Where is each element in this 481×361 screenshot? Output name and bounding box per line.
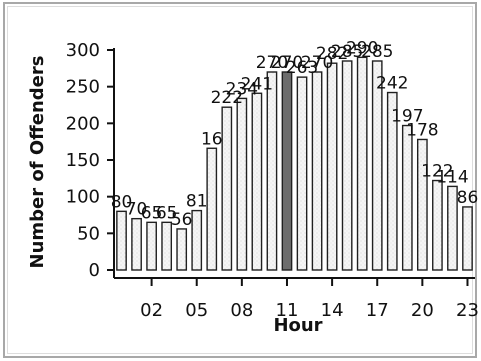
bar — [116, 210, 127, 271]
y-tick-label: 50 — [77, 223, 100, 244]
y-tick-label: 200 — [66, 113, 100, 134]
bars — [116, 56, 473, 271]
y-tick-label: 0 — [89, 260, 100, 281]
bar — [296, 76, 308, 271]
bar-value-label: 263 — [286, 58, 318, 78]
bar — [131, 217, 142, 271]
x-axis-ticks: 02 05 08 11 14 17 20 23 — [140, 278, 479, 321]
bar-value-label: 114 — [436, 167, 468, 187]
bar — [266, 71, 278, 271]
bar — [146, 221, 157, 271]
bar — [206, 147, 218, 271]
bar-value-label: 197 — [391, 107, 423, 127]
bar-value-label: 122 — [421, 162, 453, 182]
bar — [176, 228, 188, 271]
bar-value-label: 285 — [361, 42, 393, 62]
x-tick-label: 23 — [456, 300, 479, 321]
bar — [311, 71, 323, 271]
bar — [416, 138, 428, 271]
bar-value-label: 178 — [406, 120, 438, 140]
bar-value-label: 242 — [376, 74, 408, 94]
x-tick-label: 08 — [230, 300, 253, 321]
bar — [281, 71, 293, 271]
bar — [386, 91, 398, 271]
y-tick-label: 300 — [66, 40, 100, 61]
bar — [191, 209, 203, 271]
x-tick-label: 05 — [185, 300, 208, 321]
bar-value-label: 290 — [346, 38, 378, 58]
bar — [401, 124, 413, 271]
bar-value-label: 270 — [256, 53, 288, 73]
bar — [341, 60, 353, 271]
y-axis-ticks: 0 50 100 150 200 250 300 — [66, 40, 114, 281]
data-labels: 8070656556811622223424127027026327028228… — [111, 38, 479, 230]
bar — [221, 106, 233, 271]
bar — [251, 92, 263, 271]
bar-value-label: 270 — [301, 53, 333, 73]
bar-value-label: 70 — [126, 200, 148, 220]
bar — [447, 185, 458, 271]
bar-value-label: 241 — [241, 74, 273, 94]
bar — [462, 206, 473, 271]
x-tick-label: 17 — [366, 300, 389, 321]
bar-value-label: 270 — [271, 53, 303, 73]
bar-value-label: 282 — [316, 44, 348, 64]
x-tick-label: 20 — [411, 300, 434, 321]
bar-value-label: 234 — [226, 79, 258, 99]
bar — [432, 179, 443, 271]
bar-value-label: 56 — [171, 210, 193, 230]
bar-value-label: 285 — [331, 42, 363, 62]
bar-value-label: 86 — [457, 188, 479, 208]
bar-value-label: 222 — [211, 88, 243, 108]
bar — [326, 62, 338, 271]
bar-value-label: 16 — [201, 129, 223, 149]
bar-value-label: 80 — [111, 192, 133, 212]
bar — [236, 97, 248, 271]
bar-value-label: 65 — [156, 203, 178, 223]
y-axis-title: Number of Offenders — [27, 56, 48, 269]
y-tick-label: 250 — [66, 77, 100, 98]
bar — [356, 56, 368, 271]
x-axis-title: Hour — [273, 315, 322, 336]
y-tick-label: 150 — [66, 150, 100, 171]
y-tick-label: 100 — [66, 187, 100, 208]
bar — [371, 60, 383, 271]
bar-value-label: 65 — [141, 203, 163, 223]
bar — [161, 221, 173, 271]
x-tick-label: 14 — [321, 300, 344, 321]
bar-value-label: 81 — [186, 192, 208, 212]
x-tick-label: 02 — [140, 300, 163, 321]
x-tick-label: 11 — [276, 300, 299, 321]
